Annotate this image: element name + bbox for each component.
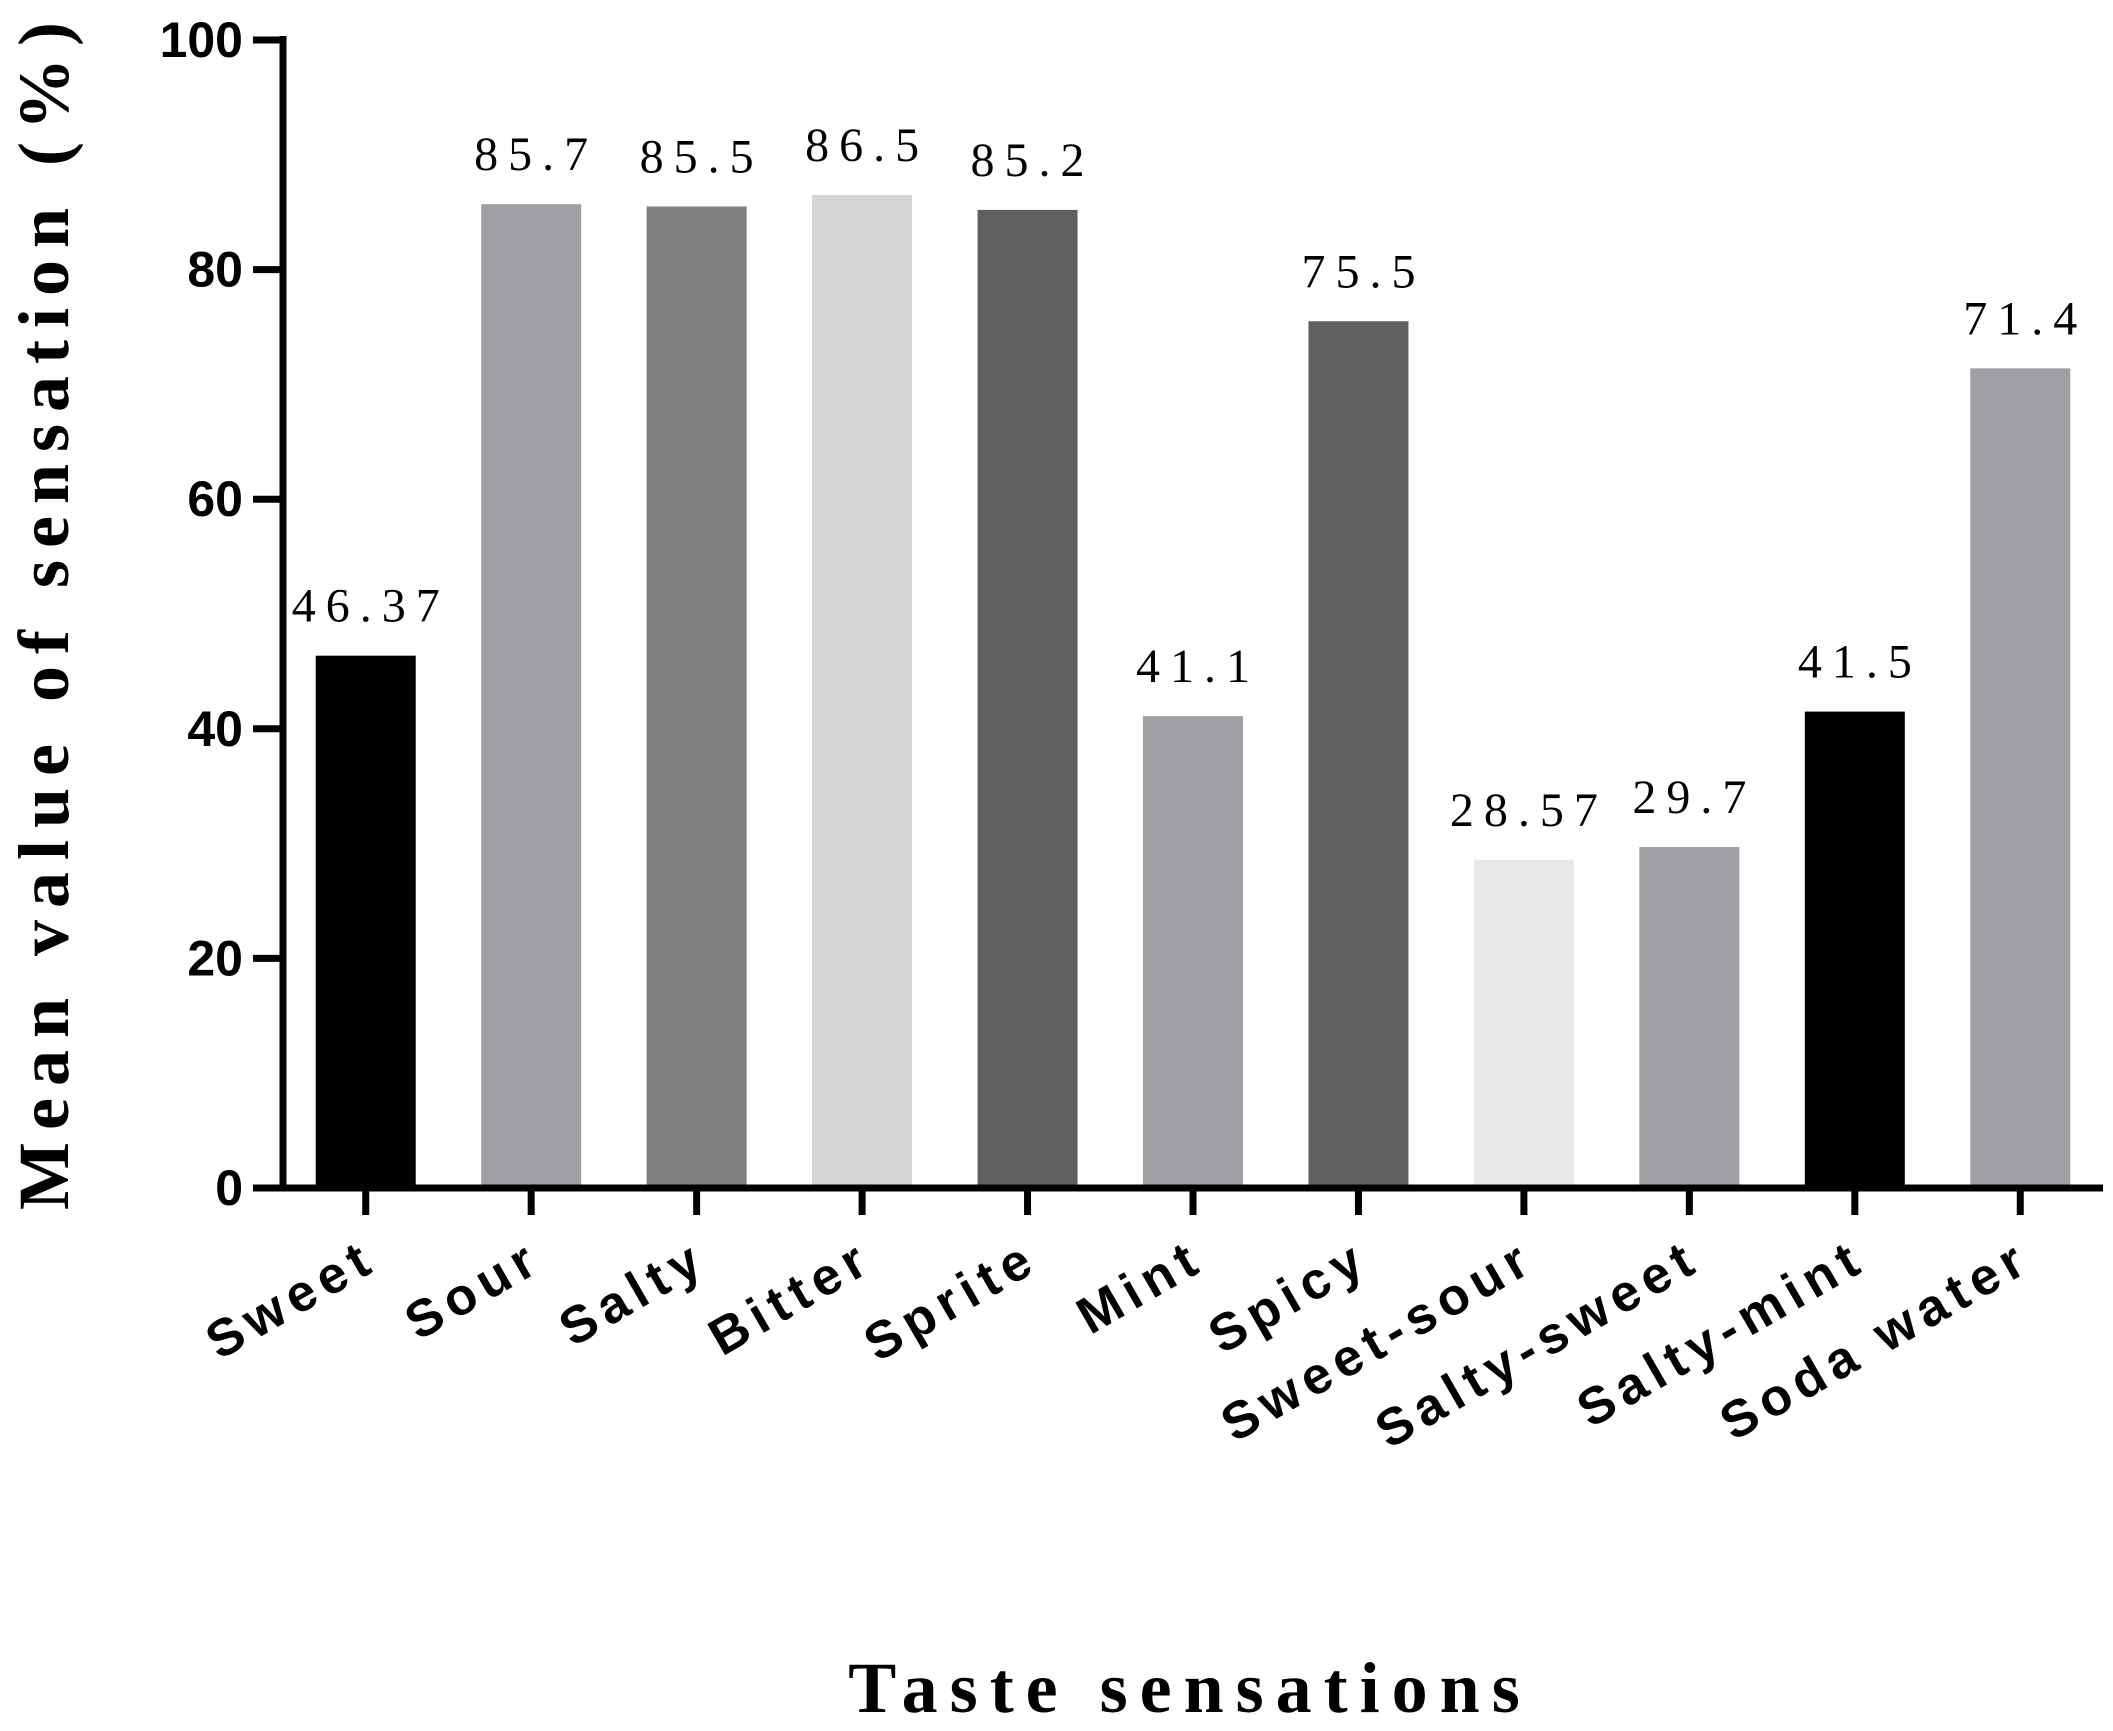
data-label: 28.57 bbox=[1450, 784, 1608, 837]
bars-group bbox=[315, 194, 2071, 1189]
value-labels-group: 46.37 85.7 85.5 86.5 85.2 41.1 75.5 28.57 29.7 41… bbox=[292, 119, 2087, 837]
y-tick-label: 0 bbox=[215, 1160, 243, 1216]
x-tick-label: Mint bbox=[1067, 1228, 1213, 1346]
y-ticks-group: 0 20 40 60 80 100 bbox=[160, 12, 283, 1216]
bar bbox=[977, 209, 1078, 1189]
bar bbox=[315, 655, 416, 1188]
bar bbox=[1970, 368, 2071, 1188]
bar bbox=[481, 204, 582, 1188]
data-label: 41.1 bbox=[1136, 640, 1260, 693]
x-tick-label: Sweet bbox=[196, 1228, 385, 1371]
x-axis-title: Taste sensations bbox=[848, 1648, 1531, 1728]
bar bbox=[646, 206, 747, 1188]
data-label: 85.2 bbox=[971, 134, 1095, 187]
y-axis-title: Mean value of sensation (%) bbox=[4, 10, 84, 1210]
data-label: 71.4 bbox=[1963, 292, 2087, 345]
x-tick-label: Sprite bbox=[855, 1228, 1048, 1373]
bar bbox=[1804, 711, 1905, 1188]
data-label: 46.37 bbox=[292, 580, 450, 633]
bar bbox=[1143, 716, 1243, 1188]
x-tick-label: Sour bbox=[395, 1228, 551, 1351]
data-label: 75.5 bbox=[1301, 245, 1425, 298]
x-tick-label: Bitter bbox=[699, 1228, 882, 1367]
data-label: 29.7 bbox=[1632, 771, 1756, 824]
bar bbox=[1639, 847, 1740, 1188]
bar bbox=[1473, 860, 1574, 1188]
data-label: 86.5 bbox=[805, 119, 929, 172]
y-tick-label: 40 bbox=[187, 701, 243, 757]
data-label: 85.7 bbox=[474, 128, 598, 181]
y-tick-label: 100 bbox=[160, 12, 243, 68]
data-label: 85.5 bbox=[640, 130, 764, 183]
y-tick-label: 20 bbox=[187, 930, 243, 986]
y-tick-label: 60 bbox=[187, 471, 243, 527]
y-tick-label: 80 bbox=[187, 242, 243, 298]
x-tick-label: Salty bbox=[550, 1228, 717, 1358]
bar bbox=[1308, 321, 1409, 1188]
bar bbox=[812, 194, 913, 1189]
data-label: 41.5 bbox=[1798, 636, 1922, 689]
